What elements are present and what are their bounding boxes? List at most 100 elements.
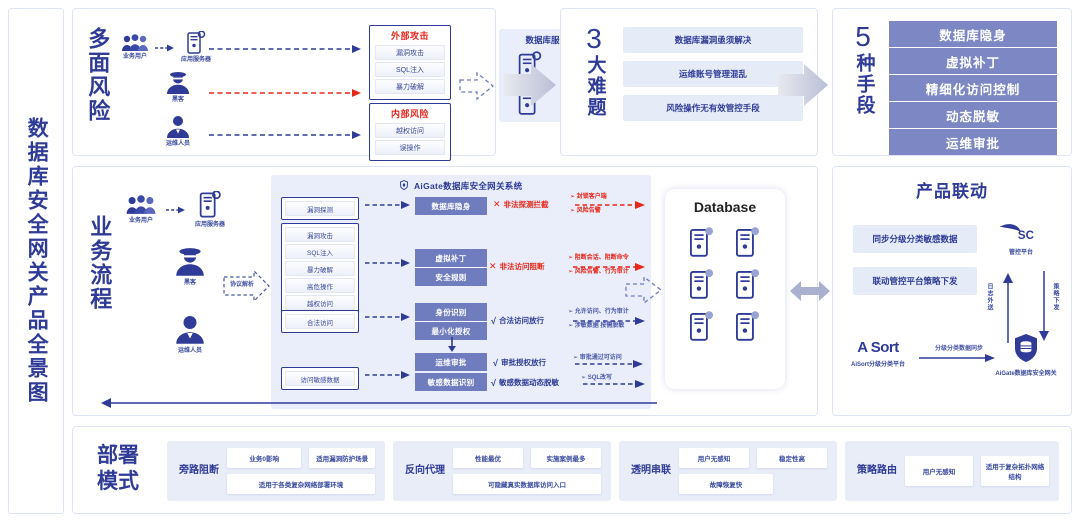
engine-box: 虚拟补丁 [415, 249, 487, 268]
engine-box: 身份识别 [415, 303, 487, 322]
verdict-1-notes: ➢ 封锁客户端 ➢ 风险告警 [570, 191, 607, 214]
external-attack-item: 漏洞攻击 [375, 45, 445, 60]
note-text: ➢ 涉敏数据 按需脱敏 [568, 323, 625, 329]
policy-push-label: 策略下发 [1052, 283, 1058, 311]
section-arrow-icon [778, 64, 828, 106]
role-label: 运维人员 [165, 141, 190, 147]
engine-group-1: 数据库隐身 [415, 197, 487, 215]
deploy-tag: 性能最优 [453, 448, 523, 468]
bidirectional-arrow-icon [790, 281, 830, 301]
dashed-arrow-icon [155, 44, 174, 52]
gateway-title-text: AiGate数据库安全网关系统 [413, 181, 523, 191]
db-server-icon [690, 227, 714, 257]
log-upload-label: 日志外送 [986, 283, 992, 311]
aigate-product: AiGate数据库安全网关 [993, 333, 1059, 379]
server-icon [199, 191, 221, 218]
db-server-icon [690, 311, 714, 341]
allow-arrow-icon [573, 317, 645, 325]
poster-title: 数据库安全网关产品全景图 [8, 8, 64, 514]
svg-text:SC: SC [1018, 230, 1034, 242]
note-text: ➢ 风险告警、行为审计 [568, 269, 629, 275]
verdict-label: 非法探测拦截 [503, 200, 549, 209]
flow-role-hacker: 黑客 [173, 247, 207, 288]
note-text: ➢ 阻断会话、阻断命令 [568, 255, 629, 261]
source-box-probe: 漏洞探测 [281, 197, 359, 220]
role-label: 黑客 [183, 280, 196, 286]
aisort-logo-text: A Sort [857, 339, 899, 356]
source-item: 访问敏感数据 [285, 371, 355, 386]
challenges-number: 3 [586, 23, 602, 54]
engine-box: 运维审批 [415, 353, 487, 371]
aisort-caption: AiSort分级分类平台 [850, 362, 905, 368]
db-server-icon [690, 269, 714, 299]
gateway-connectors [365, 201, 410, 379]
role-operator: 运维人员 [165, 115, 191, 149]
engine-box: 数据库隐身 [415, 197, 487, 215]
challenge-item: 风险操作无有效管控手段 [623, 95, 803, 121]
engine-group-3: 身份识别 最小化授权 [415, 303, 487, 340]
verdict-label: 敏感数据动态脱敏 [498, 378, 559, 387]
role-app-server: 应用服务器 [181, 31, 211, 65]
database-card: Database [665, 189, 785, 389]
deploy-mode-bypass: 旁路阻断 业务0影响 适用漏洞防护场景 适用于各类复杂网络部署环境 [167, 441, 385, 501]
engine-group-5: 敏感数据识别 [415, 373, 487, 391]
verdict-label: 非法访问阻断 [499, 262, 545, 271]
platform-logo-icon: SC [999, 224, 1034, 242]
deny-arrow-icon [575, 201, 645, 209]
source-item: SQL注入 [285, 244, 355, 259]
risk-connectors [209, 45, 361, 139]
source-item: 漏洞探测 [285, 201, 355, 216]
role-business-user: 业务用户 [121, 34, 149, 62]
deploy-mode-name: 旁路阻断 [179, 464, 219, 476]
deploy-tag: 适用漏洞防护场景 [309, 448, 375, 468]
internal-risk-title: 内部风险 [390, 109, 429, 119]
verdict-label: 合法访问放行 [498, 316, 544, 325]
source-item: 合法访问 [285, 314, 355, 329]
multi-risk-title: 多面风险 [85, 27, 111, 123]
deploy-tag: 用户无感知 [679, 448, 749, 468]
means-item: 动态脱敏 [889, 102, 1057, 129]
protocol-parse-arrow-icon [223, 269, 270, 303]
engine-down-arrow-icon [448, 337, 456, 352]
panel-three-challenges: 3 大难题 数据库漏洞亟须解决 运维账号管理混乱 风险操作无有效管控手段 [560, 8, 818, 156]
panel-deploy-modes: 部署模式 旁路阻断 业务0影响 适用漏洞防护场景 适用于各类复杂网络部署环境 反… [72, 426, 1072, 514]
means-item: 数据库隐身 [889, 21, 1057, 48]
engine-group-2: 虚拟补丁 安全规则 [415, 249, 487, 286]
source-item: 越权访问 [285, 295, 355, 310]
users-icon [122, 34, 148, 51]
platform-caption: 管控平台 [1008, 250, 1033, 256]
deploy-mode-name: 策略路由 [857, 464, 897, 476]
deny-mark: ✕ [489, 261, 497, 271]
allow-arrow-icon [583, 380, 645, 388]
note-text: ➢ 允许访问、行为审计 [568, 309, 629, 315]
role-label: 应用服务器 [181, 57, 212, 63]
external-attack-item: 暴力破解 [375, 79, 445, 94]
poster-title-text: 数据库安全网关产品全景图 [25, 117, 49, 405]
operator-icon [167, 116, 189, 138]
sync-arrow-icon [919, 354, 995, 362]
database-label: Database [693, 199, 757, 215]
engine-box: 敏感数据识别 [415, 373, 487, 391]
deploy-mode-reverse-proxy: 反向代理 性能最优 实施案例最多 可隐藏真实数据库访问入口 [393, 441, 611, 501]
return-path-arrow-icon [101, 398, 657, 408]
allow-mark: √ [491, 377, 496, 388]
allow-arrow-icon [575, 360, 643, 368]
dashed-arrow-icon [166, 206, 185, 214]
means-item: 精细化访问控制 [889, 75, 1057, 102]
log-upload-arrow-icon [1003, 273, 1013, 343]
aigate-caption: AiGate数据库安全网关 [995, 371, 1057, 377]
users-icon [126, 195, 156, 214]
internal-risk-box: 内部风险 越权访问 误操作 [369, 103, 451, 161]
verdict-label: 审批授权放行 [500, 358, 546, 367]
panel-five-means: 5 种手段 数据库隐身 虚拟补丁 精细化访问控制 动态脱敏 运维审批 [832, 8, 1072, 156]
internal-risk-item: 误操作 [375, 140, 445, 155]
challenge-item: 运维账号管理混乱 [623, 61, 803, 87]
source-box-attacks: 漏洞攻击 SQL注入 暴力破解 高危操作 越权访问 [281, 223, 359, 314]
deploy-mode-transparent: 透明串联 用户无感知 稳定性高 故障恢复快 [619, 441, 837, 501]
deploy-mode-name: 反向代理 [405, 464, 445, 476]
allow-mark: √ [491, 315, 496, 326]
deploy-tag: 适用于复杂拓扑网络结构 [981, 456, 1049, 486]
role-label: 应用服务器 [195, 222, 226, 228]
shield-icon [399, 180, 408, 190]
